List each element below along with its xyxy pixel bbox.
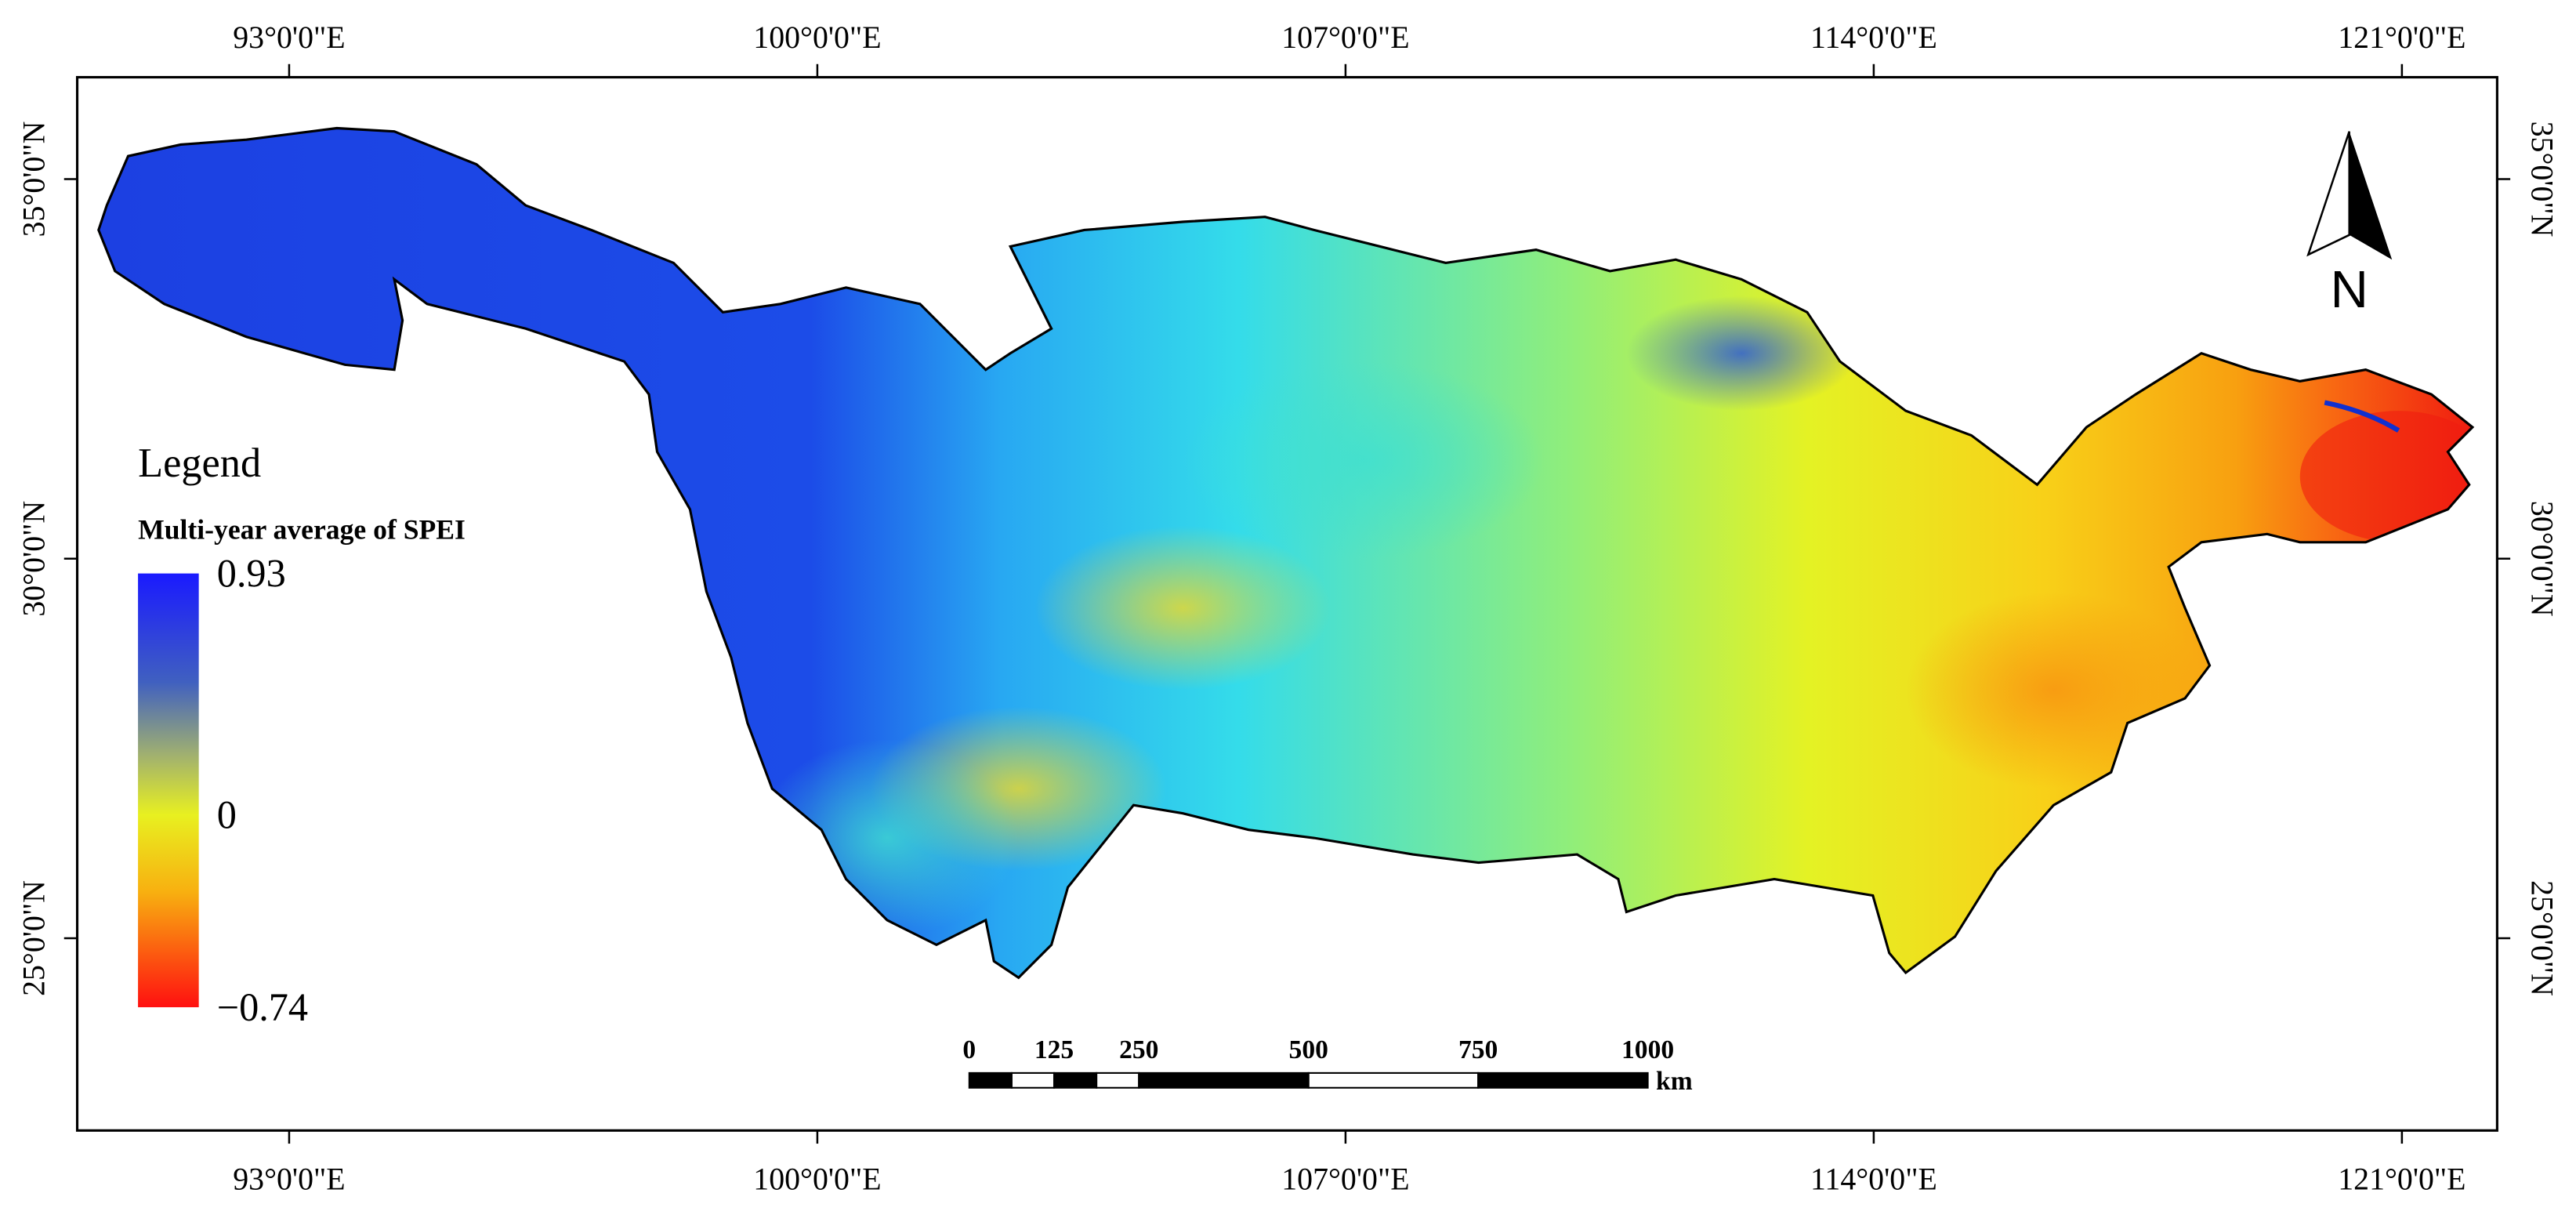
legend-title: Legend (138, 441, 261, 486)
lon-label-bottom: 121°0'0"E (2338, 1162, 2465, 1197)
lon-label-bottom: 107°0'0"E (1281, 1162, 1409, 1197)
north-label: N (2330, 260, 2368, 319)
scale-label: 250 (1119, 1035, 1158, 1064)
scale-unit: km (1656, 1067, 1693, 1096)
legend-tick-label: 0.93 (217, 551, 286, 595)
legend-colorbar (138, 573, 199, 1008)
lat-label-left: 25°0'0"N (17, 880, 52, 996)
lon-label-bottom: 93°0'0"E (233, 1162, 345, 1197)
scale-segment (1010, 1071, 1056, 1089)
scale-label: 0 (962, 1035, 976, 1064)
lat-label-right: 25°0'0"N (2524, 880, 2559, 996)
scale-segment (1477, 1071, 1649, 1089)
lat-label-left: 35°0'0"N (17, 121, 52, 237)
legend-tick-label: −0.74 (217, 985, 308, 1029)
lon-label-top: 114°0'0"E (1810, 20, 1937, 55)
lon-label-top: 100°0'0"E (753, 20, 881, 55)
legend-tick-label: 0 (217, 793, 237, 837)
scale-label: 500 (1289, 1035, 1328, 1064)
scale-segment (1096, 1071, 1140, 1089)
scale-segment (1138, 1071, 1310, 1089)
north-arrow: N (2306, 131, 2393, 319)
scale-segment (1307, 1071, 1480, 1089)
lat-label-right: 35°0'0"N (2524, 121, 2559, 237)
scale-label: 750 (1458, 1035, 1498, 1064)
lat-label-left: 30°0'0"N (17, 501, 52, 617)
scale-segment (968, 1071, 1013, 1089)
legend-variable: Multi-year average of SPEI (138, 514, 466, 546)
scale-label: 125 (1034, 1035, 1074, 1064)
lon-label-top: 93°0'0"E (233, 20, 345, 55)
lat-label-right: 30°0'0"N (2524, 501, 2559, 617)
scale-segment (1053, 1071, 1098, 1089)
lon-label-bottom: 114°0'0"E (1810, 1162, 1937, 1197)
lon-label-top: 107°0'0"E (1281, 20, 1409, 55)
lon-label-bottom: 100°0'0"E (753, 1162, 881, 1197)
lon-label-top: 121°0'0"E (2338, 20, 2465, 55)
scale-label: 1000 (1621, 1035, 1674, 1064)
